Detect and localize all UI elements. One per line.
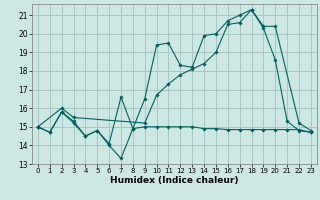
X-axis label: Humidex (Indice chaleur): Humidex (Indice chaleur) bbox=[110, 176, 239, 185]
